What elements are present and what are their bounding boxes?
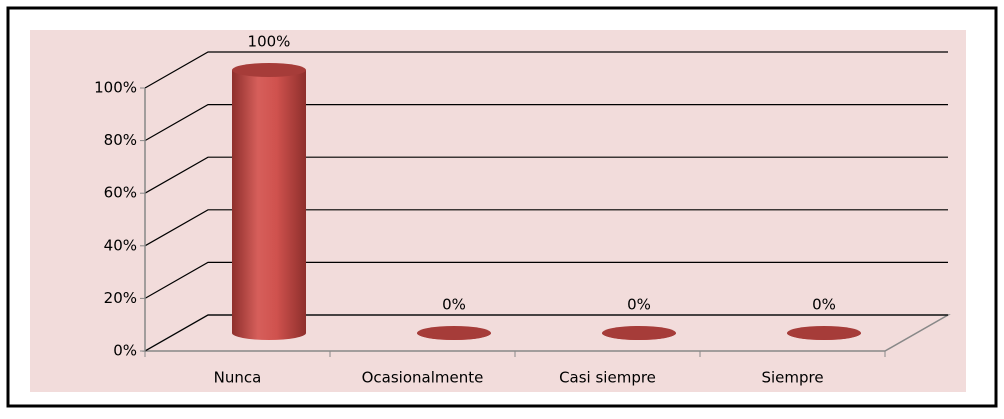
grid-line — [144, 103, 948, 142]
cylinder-top — [602, 326, 676, 340]
value-label: 100% — [248, 33, 291, 51]
cylinder-body — [232, 70, 306, 340]
value-label: 0% — [812, 296, 836, 314]
y-tick-label: 20% — [104, 289, 137, 307]
cylinder-top — [787, 326, 861, 340]
y-tick-label: 0% — [113, 342, 137, 360]
value-label: 0% — [442, 296, 466, 314]
x-tick-label: Siempre — [761, 369, 823, 387]
grid-line — [144, 261, 948, 299]
grid-line — [144, 209, 948, 247]
grid-line — [144, 156, 948, 194]
value-label: 0% — [627, 296, 651, 314]
grid-line — [144, 314, 948, 352]
y-tick-label: 40% — [104, 236, 137, 254]
cylinder-top — [232, 63, 306, 77]
x-tick-label: Ocasionalmente — [362, 369, 484, 387]
y-tick-label: 60% — [104, 184, 137, 202]
grid-line — [144, 51, 948, 89]
cylinder-top — [417, 326, 491, 340]
y-tick-label: 100% — [94, 79, 137, 97]
x-tick-label: Nunca — [214, 369, 262, 387]
y-tick-label: 80% — [104, 131, 137, 149]
x-tick-label: Casi siempre — [559, 369, 656, 387]
